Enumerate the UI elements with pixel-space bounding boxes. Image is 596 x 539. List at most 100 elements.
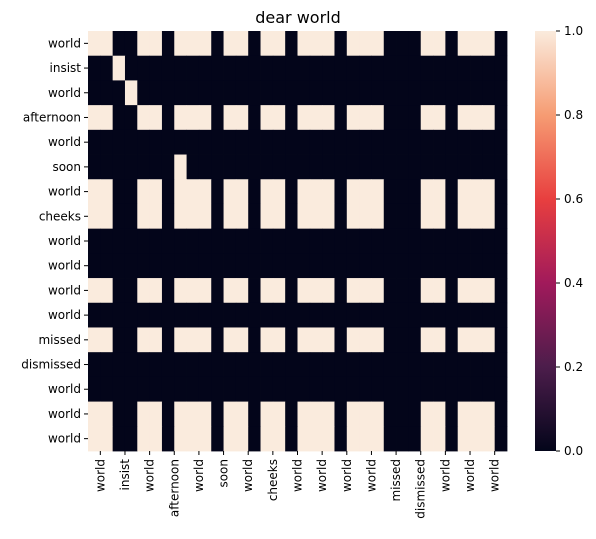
heatmap-cell	[149, 105, 163, 131]
heatmap-cell	[88, 154, 101, 180]
heatmap-cell	[137, 154, 151, 180]
heatmap-cell	[396, 253, 409, 279]
heatmap-cell	[124, 401, 138, 427]
heatmap-cell	[137, 129, 151, 155]
heatmap-cell	[322, 278, 335, 304]
heatmap-cell	[100, 253, 114, 279]
heatmap-cell	[137, 203, 151, 230]
heatmap-cell	[334, 376, 348, 402]
heatmap-cell	[186, 376, 200, 402]
heatmap-cell	[198, 154, 212, 180]
heatmap-cell	[248, 55, 261, 81]
heatmap-cell	[272, 376, 286, 402]
heatmap-cell	[322, 376, 335, 402]
heatmap-cell	[297, 179, 311, 205]
heatmap-cell	[322, 80, 335, 106]
heatmap-cell	[112, 426, 126, 452]
x-tick-label: world	[364, 459, 378, 492]
heatmap-cell	[433, 55, 446, 81]
heatmap-cell	[161, 129, 175, 155]
heatmap-cell	[112, 327, 126, 353]
heatmap-cell	[88, 179, 101, 205]
heatmap-cell	[396, 31, 409, 57]
heatmap-cell	[494, 80, 508, 106]
heatmap-cell	[371, 31, 385, 57]
heatmap-cell	[285, 129, 298, 155]
heatmap-cell	[100, 401, 114, 427]
heatmap-cell	[309, 31, 323, 57]
heatmap-cell	[470, 278, 483, 304]
heatmap-cell	[359, 426, 372, 452]
heatmap-cell	[248, 154, 261, 180]
heatmap-cell	[174, 278, 187, 304]
heatmap-cell	[223, 105, 237, 131]
heatmap-cell	[371, 55, 385, 81]
heatmap-cell	[408, 105, 422, 131]
heatmap-cell	[88, 327, 101, 353]
heatmap-cell	[248, 80, 261, 106]
heatmap-cell	[235, 278, 249, 304]
heatmap-cell	[457, 426, 471, 452]
heatmap-cell	[174, 31, 187, 57]
heatmap-cell	[223, 179, 237, 205]
heatmap-cell	[396, 105, 409, 131]
heatmap-cell	[124, 105, 138, 131]
heatmap-cell	[359, 376, 372, 402]
heatmap-cell	[445, 426, 459, 452]
heatmap-cell	[186, 302, 200, 328]
heatmap-cell	[433, 352, 446, 378]
heatmap-cell	[433, 80, 446, 106]
heatmap-cell	[260, 376, 274, 402]
heatmap-cell	[112, 228, 126, 254]
heatmap-cell	[223, 31, 237, 57]
heatmap-cell	[100, 327, 114, 353]
heatmap-cell	[408, 154, 422, 180]
heatmap-cell	[494, 31, 508, 57]
heatmap-cell	[359, 179, 372, 205]
y-tick-label: world	[48, 308, 81, 322]
heatmap-cell	[297, 352, 311, 378]
heatmap-cell	[470, 352, 483, 378]
heatmap-cell	[198, 426, 212, 452]
heatmap-cell	[383, 203, 397, 230]
heatmap-cell	[408, 31, 422, 57]
heatmap-cell	[457, 55, 471, 81]
heatmap-cell	[260, 228, 274, 254]
heatmap-cell	[100, 302, 114, 328]
heatmap-cell	[223, 327, 237, 353]
heatmap-cell	[346, 376, 360, 402]
heatmap-cell	[88, 228, 101, 254]
heatmap-cell	[359, 105, 372, 131]
heatmap-cell	[260, 203, 274, 230]
heatmap-cell	[322, 327, 335, 353]
colorbar-tick-label: 1.0	[564, 24, 583, 38]
heatmap-cell	[309, 55, 323, 81]
heatmap-cell	[124, 228, 138, 254]
heatmap-cell	[124, 203, 138, 230]
heatmap-cell	[161, 105, 175, 131]
heatmap-cell	[470, 31, 483, 57]
heatmap-cell	[433, 327, 446, 353]
heatmap-cell	[334, 154, 348, 180]
heatmap-cell	[445, 327, 459, 353]
heatmap-cell	[161, 302, 175, 328]
heatmap-cell	[346, 228, 360, 254]
heatmap-cell	[88, 401, 101, 427]
heatmap-cell	[346, 426, 360, 452]
heatmap-cell	[420, 426, 434, 452]
heatmap-cell	[433, 376, 446, 402]
heatmap-cell	[322, 302, 335, 328]
heatmap-cell	[457, 401, 471, 427]
heatmap-cell	[211, 327, 224, 353]
heatmap-cell	[100, 426, 114, 452]
heatmap-cell	[88, 278, 101, 304]
x-tick-label: afternoon	[167, 459, 181, 517]
heatmap-cell	[235, 327, 249, 353]
heatmap-cell	[457, 327, 471, 353]
heatmap-cell	[433, 228, 446, 254]
heatmap-cell	[494, 228, 508, 254]
heatmap-cell	[235, 31, 249, 57]
heatmap-cell	[346, 105, 360, 131]
heatmap-cell	[174, 80, 187, 106]
